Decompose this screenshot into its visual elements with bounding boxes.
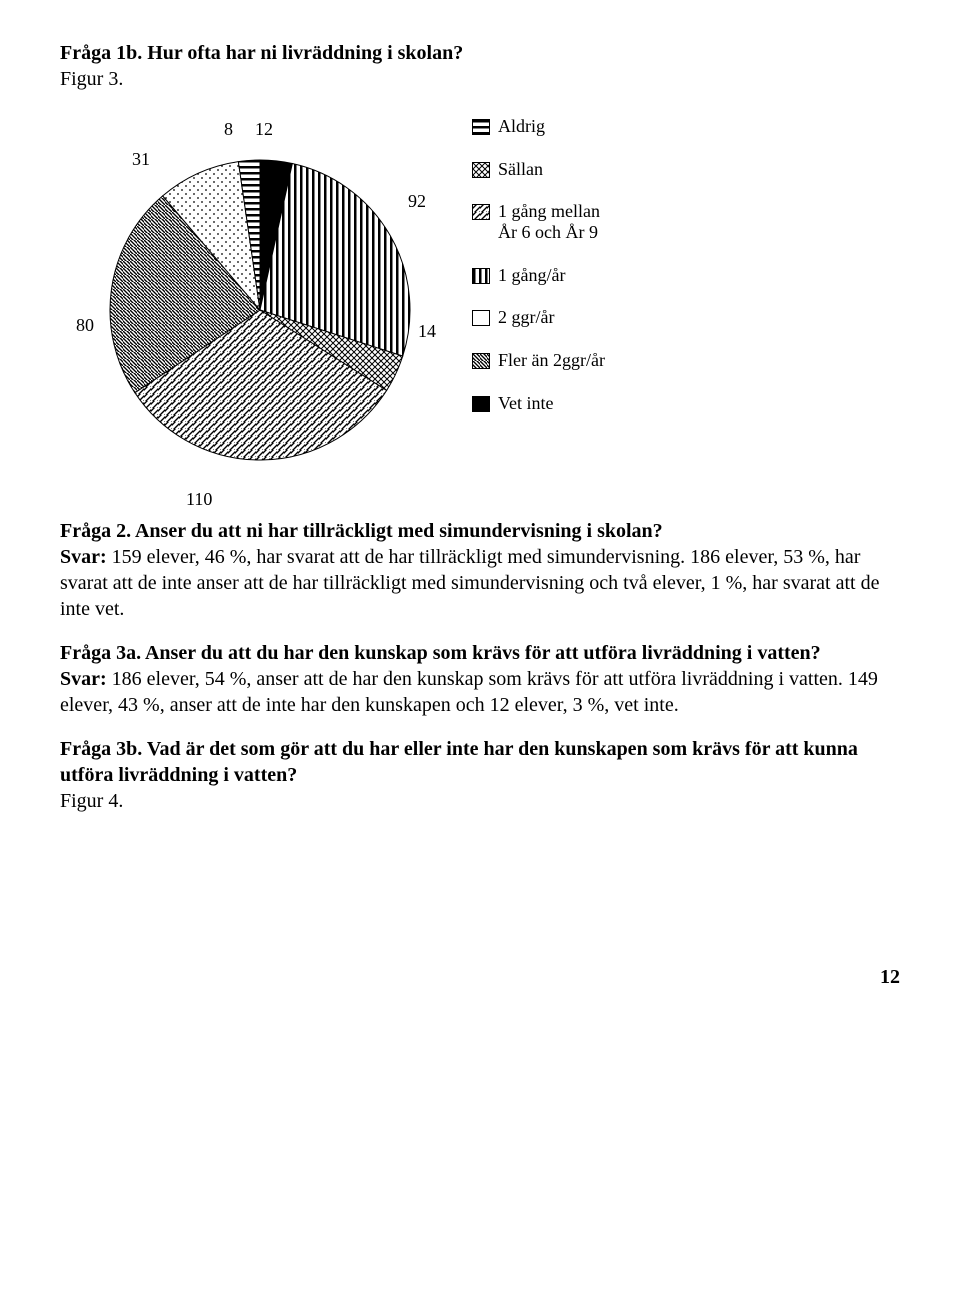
- figure-3: 12921411080318 AldrigSällan1 gång mellan…: [60, 100, 900, 500]
- legend: Aldrig Sällan 1 gång mellanÅr 6 och År 9 1 …: [460, 100, 605, 436]
- legend-item: Aldrig: [472, 116, 605, 137]
- legend-item: Fler än 2ggr/år: [472, 350, 605, 371]
- pie-slice-value: 31: [132, 148, 150, 171]
- legend-swatch: [472, 310, 490, 326]
- pie-slice-value: 92: [408, 190, 426, 213]
- legend-label: 2 ggr/år: [498, 307, 554, 328]
- legend-swatch: [472, 396, 490, 412]
- question-3b-title: Fråga 3b. Vad är det som gör att du har …: [60, 738, 858, 786]
- svar-label: Svar:: [60, 546, 112, 568]
- question-2: Fråga 2. Anser du att ni har tillräcklig…: [60, 518, 900, 622]
- legend-swatch: [472, 268, 490, 284]
- legend-item: 1 gång/år: [472, 265, 605, 286]
- pie-slice-value: 12: [255, 118, 273, 141]
- legend-item: Sällan: [472, 159, 605, 180]
- legend-swatch: [472, 353, 490, 369]
- pie-slice-value: 80: [76, 314, 94, 337]
- question-1b-title: Fråga 1b. Hur ofta har ni livräddning i …: [60, 40, 900, 66]
- question-2-answer: 159 elever, 46 %, har svarat att de har …: [60, 546, 879, 620]
- legend-swatch: [472, 119, 490, 135]
- question-3a-answer: 186 elever, 54 %, anser att de har den k…: [60, 668, 878, 716]
- legend-label: Aldrig: [498, 116, 545, 137]
- legend-label: Fler än 2ggr/år: [498, 350, 605, 371]
- legend-item: 1 gång mellanÅr 6 och År 9: [472, 201, 605, 242]
- pie-slice-value: 8: [224, 118, 233, 141]
- legend-label: Vet inte: [498, 393, 554, 414]
- question-2-title: Fråga 2. Anser du att ni har tillräcklig…: [60, 520, 663, 542]
- legend-item: Vet inte: [472, 393, 605, 414]
- svar-label: Svar:: [60, 668, 112, 690]
- pie-slice-value: 14: [418, 320, 436, 343]
- question-3a: Fråga 3a. Anser du att du har den kunska…: [60, 640, 900, 718]
- pie-chart: 12921411080318: [60, 100, 460, 500]
- figure-3-label: Figur 3.: [60, 66, 900, 92]
- legend-label: 1 gång mellanÅr 6 och År 9: [498, 201, 600, 242]
- legend-label: 1 gång/år: [498, 265, 565, 286]
- legend-swatch: [472, 204, 490, 220]
- legend-label: Sällan: [498, 159, 543, 180]
- legend-item: 2 ggr/år: [472, 307, 605, 328]
- pie-slice-value: 110: [186, 488, 212, 511]
- legend-swatch: [472, 162, 490, 178]
- figure-4-label: Figur 4.: [60, 790, 123, 812]
- question-3a-title: Fråga 3a. Anser du att du har den kunska…: [60, 642, 821, 664]
- page-number: 12: [60, 964, 900, 990]
- question-3b: Fråga 3b. Vad är det som gör att du har …: [60, 736, 900, 814]
